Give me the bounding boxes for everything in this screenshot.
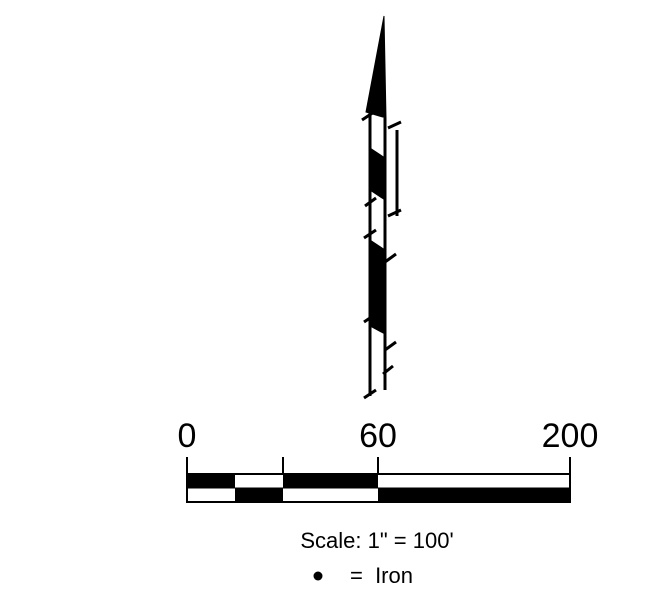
scale-label-60: 60 [359,417,397,455]
scale-caption: Scale: 1" = 100' [300,528,453,553]
hash-4 [387,208,402,218]
scale-label-200: 200 [542,417,599,455]
hash-8 [384,340,397,352]
scale-segment-bottom-4 [378,488,570,502]
filled-block-lower [369,239,386,335]
hash-10 [382,364,394,376]
scale-segment-top-3 [283,474,378,488]
north-arrow-head [365,15,387,119]
hash-3 [364,196,377,208]
hash-9 [363,388,377,400]
legend-iron-text: = Iron [350,563,413,588]
filled-block-upper [369,147,386,201]
hash-2 [387,120,402,130]
filled-dot-icon [313,571,323,581]
legend: = Iron [313,563,413,588]
north-arrow-icon [361,15,402,400]
hash-1 [361,110,375,122]
scale-label-0: 0 [178,417,197,455]
scale-segment-bottom-2 [235,488,283,502]
scale-segment-top-1 [187,474,235,488]
scale-bar: 0 60 200 [178,417,599,503]
hash-5 [363,228,377,240]
hash-6 [384,252,397,264]
